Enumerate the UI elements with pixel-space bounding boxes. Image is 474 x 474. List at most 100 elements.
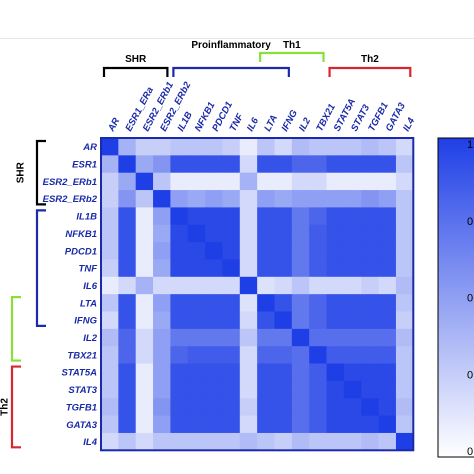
heatmap-cell-il1b-tbx21 <box>309 207 327 226</box>
heatmap-cell-pdcd1-il4 <box>395 242 414 260</box>
heatmap-cell-stat3-gata3 <box>378 380 397 399</box>
heatmap-cell-stat5a-tnf <box>222 363 241 382</box>
colorbar-tick-label: 0 <box>467 369 473 381</box>
heatmap-cell-lta-il6 <box>239 294 258 312</box>
heatmap-cell-ifng-ifng <box>274 311 293 330</box>
heatmap-cell-pdcd1-il6 <box>239 242 258 260</box>
heatmap-cell-lta-tbx21 <box>309 294 327 312</box>
heatmap-cell-esr2_erb1-ar <box>101 172 119 191</box>
row-label: TNF <box>79 264 98 275</box>
heatmap-cell-ar-esr2_erb1 <box>135 138 154 156</box>
heatmap-cell-il6-ifng <box>274 276 293 295</box>
heatmap-cell-tgfb1-pdcd1 <box>205 398 223 416</box>
heatmap-cell-nfkb1-tgfb1 <box>361 224 379 243</box>
heatmap-cell-il4-esr1 <box>118 432 137 451</box>
top-bracket <box>328 66 412 77</box>
heatmap-cell-tbx21-tnf <box>222 346 241 364</box>
heatmap-cell-tgfb1-ar <box>101 398 119 416</box>
top-group-label: Th1 <box>283 40 301 51</box>
left-group-label: Th2 <box>0 398 11 416</box>
heatmap-cell-tnf-stat5a <box>326 259 345 278</box>
row-label: TGFB1 <box>66 402 97 413</box>
heatmap-cell-stat3-il1b <box>170 380 189 399</box>
heatmap-cell-il1b-ar <box>101 207 119 226</box>
heatmap-cell-tgfb1-il1b <box>170 398 189 416</box>
top-group-label: Proinflammatory <box>191 40 271 51</box>
heatmap-cell-il2-ifng <box>274 328 293 347</box>
heatmap-cell-tbx21-esr2_erb2 <box>153 346 171 364</box>
heatmap-cells <box>101 138 414 451</box>
heatmap-cell-lta-stat3 <box>343 294 362 312</box>
heatmap-cell-esr1-nfkb1 <box>187 155 206 174</box>
heatmap-cell-gata3-gata3 <box>378 415 397 434</box>
heatmap-cell-esr1-il6 <box>239 155 258 174</box>
heatmap-cell-ifng-tgfb1 <box>361 311 379 330</box>
heatmap-cell-il6-tgfb1 <box>361 276 379 295</box>
heatmap-cell-il2-il4 <box>395 328 414 347</box>
row-label: ESR1 <box>72 160 97 171</box>
heatmap-cell-pdcd1-tnf <box>222 242 241 260</box>
heatmap-cell-gata3-stat5a <box>326 415 345 434</box>
row-label: LTA <box>80 298 97 309</box>
heatmap-cell-pdcd1-il1b <box>170 242 189 260</box>
heatmap-cell-il1b-esr1 <box>118 207 137 226</box>
heatmap-cell-stat3-esr2_erb1 <box>135 380 154 399</box>
heatmap-cell-ifng-il1b <box>170 311 189 330</box>
heatmap-cell-pdcd1-ifng <box>274 242 293 260</box>
heatmap-cell-tgfb1-esr2_erb1 <box>135 398 154 416</box>
heatmap-cell-il6-il1b <box>170 276 189 295</box>
heatmap-cell-pdcd1-stat5a <box>326 242 345 260</box>
heatmap-cell-stat3-ifng <box>274 380 293 399</box>
heatmap-cell-il1b-stat3 <box>343 207 362 226</box>
heatmap-cell-il6-pdcd1 <box>205 276 223 295</box>
heatmap-cell-pdcd1-nfkb1 <box>187 242 206 260</box>
top-group-label: Th2 <box>361 54 379 65</box>
heatmap-cell-stat3-stat5a <box>326 380 345 399</box>
colorbar-tick-label: 1 <box>467 139 473 151</box>
heatmap-cell-ar-il6 <box>239 138 258 156</box>
heatmap-cell-esr2_erb2-stat3 <box>343 190 362 208</box>
heatmap-cell-ar-gata3 <box>378 138 397 156</box>
heatmap-cell-il4-tnf <box>222 432 241 451</box>
row-label: NFKB1 <box>65 229 97 240</box>
colorbar: 1 0 0 0 0 <box>437 137 474 458</box>
row-label: IFNG <box>74 316 97 327</box>
heatmap-cell-il1b-ifng <box>274 207 293 226</box>
heatmap-cell-stat3-tgfb1 <box>361 380 379 399</box>
heatmap-cell-il6-il2 <box>291 276 310 295</box>
heatmap-cell-tgfb1-nfkb1 <box>187 398 206 416</box>
row-labels: AR ESR1 ESR2_ERb1 ESR2_ERb2 IL1B NFKB1 PDCD1 TN… <box>43 142 98 448</box>
heatmap-cell-tbx21-ar <box>101 346 119 364</box>
heatmap-cell-stat5a-ifng <box>274 363 293 382</box>
heatmap-cell-il4-gata3 <box>378 432 397 451</box>
heatmap-cell-il6-il4 <box>395 276 414 295</box>
heatmap-cell-nfkb1-esr1 <box>118 224 137 243</box>
heatmap-cell-stat5a-gata3 <box>378 363 397 382</box>
column-label: LTA <box>262 113 280 133</box>
heatmap-cell-tnf-il4 <box>395 259 414 278</box>
heatmap-cell-tbx21-esr2_erb1 <box>135 346 154 364</box>
heatmap-cell-tbx21-pdcd1 <box>205 346 223 364</box>
heatmap-cell-esr1-esr2_erb1 <box>135 155 154 174</box>
heatmap-cell-tgfb1-ifng <box>274 398 293 416</box>
heatmap-cell-lta-ifng <box>274 294 293 312</box>
column-label: IL6 <box>245 115 261 133</box>
heatmap-cell-gata3-ar <box>101 415 119 434</box>
heatmap-cell-lta-esr2_erb2 <box>153 294 171 312</box>
heatmap-cell-il1b-stat5a <box>326 207 345 226</box>
heatmap-cell-stat3-il6 <box>239 380 258 399</box>
row-label: STAT3 <box>68 385 97 396</box>
heatmap-cell-gata3-il6 <box>239 415 258 434</box>
heatmap-cell-tgfb1-esr2_erb2 <box>153 398 171 416</box>
heatmap-cell-tnf-ar <box>101 259 119 278</box>
row-label: GATA3 <box>66 420 98 431</box>
row-label: IL1B <box>76 212 97 223</box>
heatmap-cell-esr1-esr1 <box>118 155 137 174</box>
heatmap-cell-tgfb1-tgfb1 <box>361 398 379 416</box>
heatmap-cell-il2-pdcd1 <box>205 328 223 347</box>
heatmap-cell-gata3-esr2_erb2 <box>153 415 171 434</box>
heatmap-cell-ar-ar <box>101 138 119 156</box>
heatmap-cell-esr2_erb1-ifng <box>274 172 293 191</box>
heatmap-cell-stat5a-esr1 <box>118 363 137 382</box>
heatmap-cell-esr1-tbx21 <box>309 155 327 174</box>
